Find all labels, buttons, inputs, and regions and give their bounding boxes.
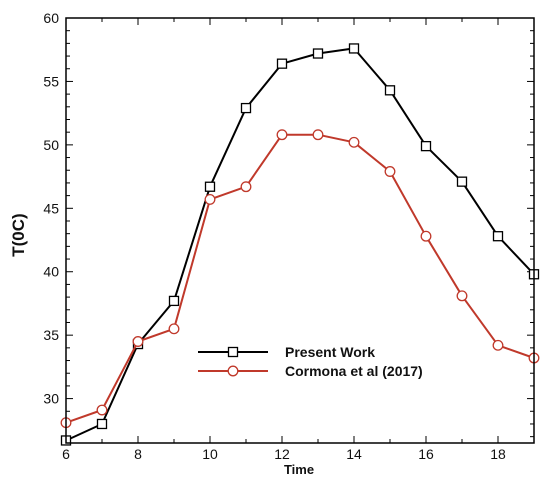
data-point bbox=[132, 336, 144, 347]
data-point bbox=[96, 418, 108, 430]
plot-frame bbox=[65, 17, 535, 444]
data-point bbox=[276, 58, 288, 69]
plot-border bbox=[65, 17, 535, 444]
series-line bbox=[65, 133, 535, 424]
y-tick-label: 50 bbox=[43, 137, 59, 153]
data-point bbox=[456, 290, 468, 302]
y-axis-label: T(0C) bbox=[9, 213, 28, 256]
legend-label: Cormona et al (2017) bbox=[285, 363, 423, 379]
x-tick-label: 12 bbox=[274, 446, 290, 462]
data-point bbox=[240, 181, 252, 193]
data-point bbox=[384, 166, 396, 177]
y-tick-label: 45 bbox=[43, 200, 59, 216]
x-tick-label: 6 bbox=[62, 446, 70, 462]
data-point bbox=[204, 181, 216, 192]
legend: Present Work Cormona et al (2017) bbox=[198, 344, 423, 379]
legend-label: Present Work bbox=[285, 344, 375, 360]
data-point bbox=[168, 323, 180, 335]
data-point bbox=[492, 339, 504, 351]
legend-item: Present Work bbox=[198, 344, 375, 360]
x-tick-label: 10 bbox=[202, 446, 218, 462]
x-tick-label: 18 bbox=[490, 446, 506, 462]
series-line bbox=[65, 47, 535, 442]
data-point bbox=[456, 176, 468, 187]
data-point bbox=[312, 129, 324, 141]
data-point bbox=[492, 231, 504, 242]
x-tick-label: 16 bbox=[418, 446, 434, 462]
x-tick-label: 8 bbox=[134, 446, 142, 462]
data-point bbox=[96, 404, 108, 416]
series-layer bbox=[60, 43, 540, 446]
data-point bbox=[384, 85, 396, 96]
legend-marker bbox=[227, 365, 239, 377]
y-tick-label: 35 bbox=[43, 327, 59, 343]
axis-ticks: 6 8 10 12 14 16 18 30 35 40 45 50 55 60 bbox=[43, 10, 535, 462]
x-axis-label: Time bbox=[284, 462, 314, 477]
series-1 bbox=[60, 43, 540, 446]
series-2 bbox=[60, 129, 540, 429]
y-tick-label: 55 bbox=[43, 73, 59, 89]
legend-marker bbox=[227, 346, 239, 358]
data-point bbox=[420, 230, 432, 242]
data-point bbox=[240, 102, 252, 114]
data-point bbox=[168, 295, 180, 307]
y-tick-label: 60 bbox=[43, 10, 59, 26]
y-tick-label: 30 bbox=[43, 391, 59, 407]
y-tick-label: 40 bbox=[43, 264, 59, 280]
data-point bbox=[276, 129, 288, 141]
data-point bbox=[420, 140, 432, 152]
legend-item: Cormona et al (2017) bbox=[198, 363, 423, 379]
data-point bbox=[312, 48, 324, 59]
data-point bbox=[204, 193, 216, 205]
x-tick-label: 14 bbox=[346, 446, 362, 462]
data-point bbox=[348, 136, 360, 148]
data-point bbox=[348, 43, 360, 54]
